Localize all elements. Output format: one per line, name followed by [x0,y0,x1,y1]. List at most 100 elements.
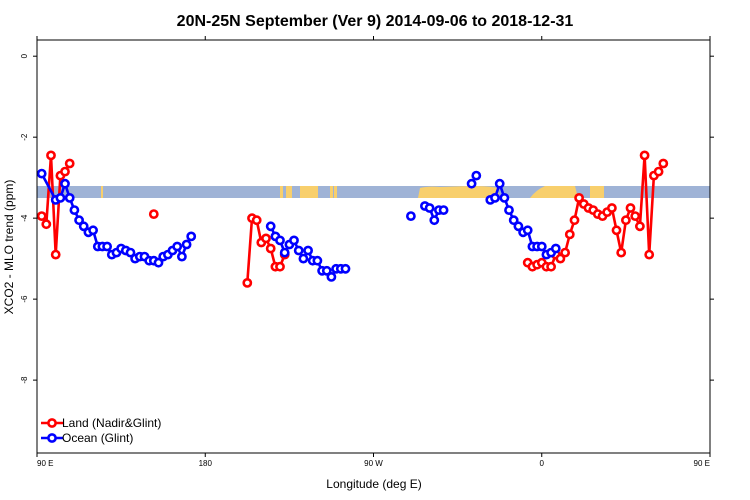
legend-marker-ocean [47,433,57,443]
data-point-ocean [275,235,285,246]
data-point-ocean [78,221,89,232]
land-band-segment [300,186,318,198]
data-point-ocean [550,243,561,254]
data-point-ocean [312,255,323,266]
series-layer [36,150,669,288]
data-point-ocean [471,170,482,181]
legend-label-ocean: Ocean (Glint) [62,431,133,445]
data-point-land [653,166,664,177]
data-point-ocean [513,221,524,232]
data-point-ocean [60,178,70,189]
land-band-segment [334,186,337,198]
data-point-ocean [405,211,416,221]
data-point-land [261,233,271,244]
land-band-segment [590,186,604,198]
data-point-ocean [186,231,197,242]
data-point-land [546,261,556,272]
data-point-land [574,192,584,203]
land-band-segment [101,186,103,198]
data-point-ocean [340,263,351,274]
data-point-ocean [298,253,309,264]
data-point-ocean [279,247,290,258]
data-point-ocean [176,251,187,262]
data-point-ocean [303,245,313,256]
data-point-ocean [466,178,477,189]
legend: Land (Nadir&Glint) Ocean (Glint) [41,416,161,445]
chart-title: 20N-25N September (Ver 9) 2014-09-06 to … [177,13,574,30]
data-point-ocean [36,168,47,179]
data-point-ocean [504,205,514,215]
legend-marker-land [47,418,57,428]
data-point-ocean [429,215,440,226]
y-tick-label: -4 [20,214,29,222]
data-point-land [644,249,655,260]
data-point-land [630,211,641,221]
data-point-ocean [438,205,449,215]
x-axis-label: Longitude (deg E) [326,477,421,491]
data-point-land [64,158,75,169]
data-point-land [625,203,636,213]
data-point-ocean [293,245,304,256]
data-point-ocean [321,265,332,276]
data-point-land [639,150,650,161]
data-point-land [50,249,61,260]
x-tick-label: 0 [540,459,545,468]
x-tick-label: 90 W [364,459,383,468]
plot-area [36,39,711,454]
land-band-segment [418,186,500,198]
land-ocean-band [37,186,710,198]
data-point-ocean [69,205,80,215]
data-point-ocean [55,192,66,203]
data-point-ocean [490,192,500,203]
x-axis: 90 E 180 90 W 0 90 E [36,36,711,468]
data-point-ocean [289,235,299,246]
data-point-ocean [102,241,112,252]
land-band-segment [530,186,578,198]
y-axis-label: XCO2 - MLO trend (ppm) [2,180,16,315]
data-point-land [46,150,56,161]
data-point-ocean [88,225,98,236]
data-point-ocean [181,239,192,250]
series-land [36,150,669,288]
legend-entry-land: Land (Nadir&Glint) [41,416,161,430]
data-point-ocean [172,241,183,252]
data-point-ocean [326,271,337,282]
data-point-land [616,247,627,258]
data-point-ocean [153,257,164,268]
data-point-ocean [536,241,547,252]
land-band-segment [280,186,283,198]
data-point-land [607,203,617,213]
x-tick-label: 90 E [37,459,53,468]
ocean-band [37,186,710,198]
data-point-ocean [522,225,533,236]
y-tick-label: -2 [20,133,29,141]
y-tick-label: -6 [20,295,29,303]
data-point-land [275,261,285,272]
data-point-land [242,277,253,288]
x-tick-label: 90 E [694,459,710,468]
data-point-land [564,229,575,240]
series-ocean [36,168,561,282]
land-band-segment [286,186,292,198]
land-band-segment [330,186,333,198]
data-point-ocean [508,215,519,226]
x-tick-label: 180 [199,459,213,468]
data-point-ocean [499,192,510,203]
legend-entry-ocean: Ocean (Glint) [41,431,133,445]
data-point-land [148,209,159,219]
data-point-land [611,225,622,236]
data-point-ocean [64,192,75,203]
data-point-land [41,219,52,230]
data-point-ocean [74,215,84,226]
data-point-ocean [424,203,435,213]
y-axis: 0 -2 -4 -6 -8 [20,53,714,384]
y-tick-label: 0 [20,53,29,58]
legend-label-land: Land (Nadir&Glint) [62,416,161,430]
data-point-land [36,211,47,221]
data-point-land [555,253,566,264]
data-point-ocean [494,178,505,189]
data-point-land [60,166,70,177]
data-point-ocean [125,247,136,258]
data-point-land [265,243,276,254]
